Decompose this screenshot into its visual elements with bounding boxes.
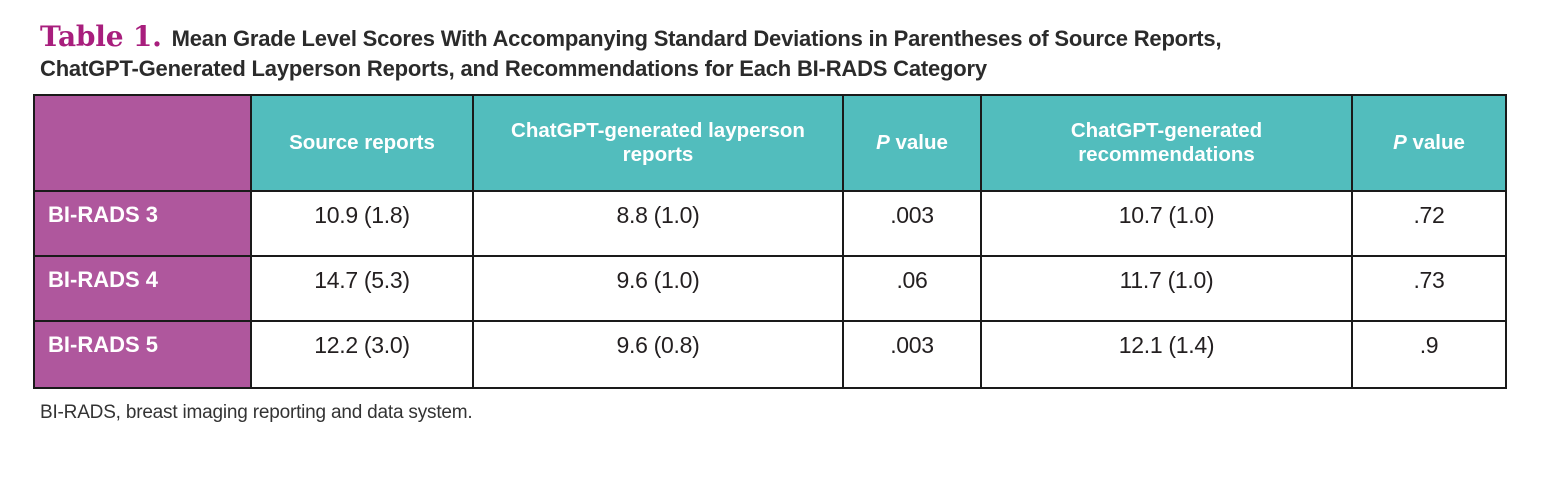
table-cell: 10.9 (1.8) [250,190,474,257]
table-cell: 9.6 (0.8) [472,320,844,389]
table-cell: .73 [1351,255,1507,322]
table-cell: 11.7 (1.0) [980,255,1353,322]
row-header-birads-4: BI-RADS 4 [33,255,252,322]
caption-text-line1: Mean Grade Level Scores With Accompanyin… [171,26,1222,51]
table-footnote: BI-RADS, breast imaging reporting and da… [40,402,473,423]
table-cell: .003 [842,320,982,389]
caption-text-line2: ChatGPT-Generated Layperson Reports, and… [40,56,987,81]
col-header-recommendations: ChatGPT-generated recommendations [980,94,1353,192]
table-number: Table 1. [40,20,162,53]
table-cell: 9.6 (1.0) [472,255,844,322]
corner-cell [33,94,252,192]
table-cell: .72 [1351,190,1507,257]
header-row: Source reports ChatGPT-generated laypers… [33,94,1507,192]
table-cell: .06 [842,255,982,322]
table-cell: 10.7 (1.0) [980,190,1353,257]
table-cell: 12.1 (1.4) [980,320,1353,389]
col-header-source-reports: Source reports [250,94,474,192]
col-header-p-value-2: P value [1351,94,1507,192]
table-row: BI-RADS 5 12.2 (3.0) 9.6 (0.8) .003 12.1… [33,320,1507,389]
table-cell: .003 [842,190,982,257]
row-header-birads-3: BI-RADS 3 [33,190,252,257]
table-row: BI-RADS 4 14.7 (5.3) 9.6 (1.0) .06 11.7 … [33,255,1507,322]
col-header-p-value-1: P value [842,94,982,192]
table-row: BI-RADS 3 10.9 (1.8) 8.8 (1.0) .003 10.7… [33,190,1507,257]
birads-scores-table: Source reports ChatGPT-generated laypers… [33,94,1507,389]
table-cell: 12.2 (3.0) [250,320,474,389]
table-cell: .9 [1351,320,1507,389]
table-cell: 14.7 (5.3) [250,255,474,322]
col-header-layperson-reports: ChatGPT-generated layperson reports [472,94,844,192]
row-header-birads-5: BI-RADS 5 [33,320,252,389]
table-cell: 8.8 (1.0) [472,190,844,257]
table-caption: Table 1. Mean Grade Level Scores With Ac… [40,22,1560,84]
